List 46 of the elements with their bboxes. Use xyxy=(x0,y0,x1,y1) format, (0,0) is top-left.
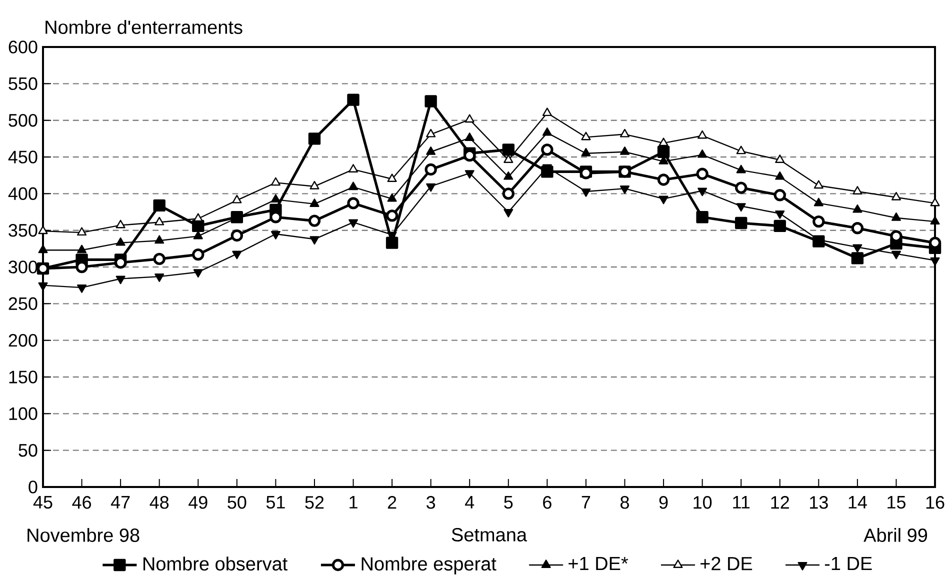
x-tick-label: 11 xyxy=(733,496,750,508)
x-tick-label: 51 xyxy=(266,496,285,509)
y-tick-label: 250 xyxy=(8,297,38,310)
x-tick-label: 46 xyxy=(72,496,91,509)
x-tick-label: 16 xyxy=(926,496,944,509)
x-axis-title: Setmana xyxy=(452,528,528,542)
y-axis-title: Nombre d'enterraments xyxy=(46,20,242,34)
y-tick-label: 600 xyxy=(8,40,38,54)
x-tick-label: 10 xyxy=(694,496,712,509)
y-tick-label: 300 xyxy=(8,260,38,274)
text: Abril 99 xyxy=(864,528,928,542)
y-tick-label: 500 xyxy=(8,114,38,127)
y-tick-label: 100 xyxy=(9,407,38,420)
y-tick-label: 400 xyxy=(8,187,38,200)
x-tick-label: 6 xyxy=(543,496,552,509)
x-tick-label: 4 xyxy=(465,496,474,508)
y-tick-label: 50 xyxy=(18,444,38,457)
y-tick-label: 450 xyxy=(8,150,38,164)
x-tick-label: 48 xyxy=(150,496,169,509)
x-tick-label: 52 xyxy=(305,496,324,509)
x-tick-label: 49 xyxy=(188,496,208,509)
x-tick-label: 12 xyxy=(771,496,789,509)
x-tick-label: 5 xyxy=(504,496,513,509)
x-tick-label: 8 xyxy=(620,496,629,509)
y-tick-label: 150 xyxy=(9,370,38,384)
legend-label: +2 DE xyxy=(700,556,752,570)
x-tick-label: 15 xyxy=(888,496,906,509)
legend-label: Nombre esperat xyxy=(362,556,496,574)
x-tick-label: 9 xyxy=(659,496,668,509)
legend-label: Nombre observat xyxy=(144,556,288,571)
x-tick-label: 47 xyxy=(110,496,130,508)
legend-label: -1 DE xyxy=(824,556,872,570)
y-tick-label: 0 xyxy=(28,480,38,494)
legend-label: +1 DE* xyxy=(568,556,628,570)
y-tick-label: 550 xyxy=(8,77,38,90)
x-tick-label: 2 xyxy=(388,496,396,509)
x-tick-label: 45 xyxy=(33,496,52,509)
y-tick-label: 350 xyxy=(8,224,38,237)
x-tick-label: 1 xyxy=(350,496,358,508)
x-tick-label: 50 xyxy=(228,496,246,509)
x-tick-label: 7 xyxy=(582,496,590,508)
y-tick-label: 200 xyxy=(8,334,38,347)
x-tick-label: 13 xyxy=(810,496,828,509)
x-tick-label: 14 xyxy=(848,496,867,508)
text: Novembre 98 xyxy=(28,528,140,542)
x-tick-label: 3 xyxy=(426,496,436,509)
